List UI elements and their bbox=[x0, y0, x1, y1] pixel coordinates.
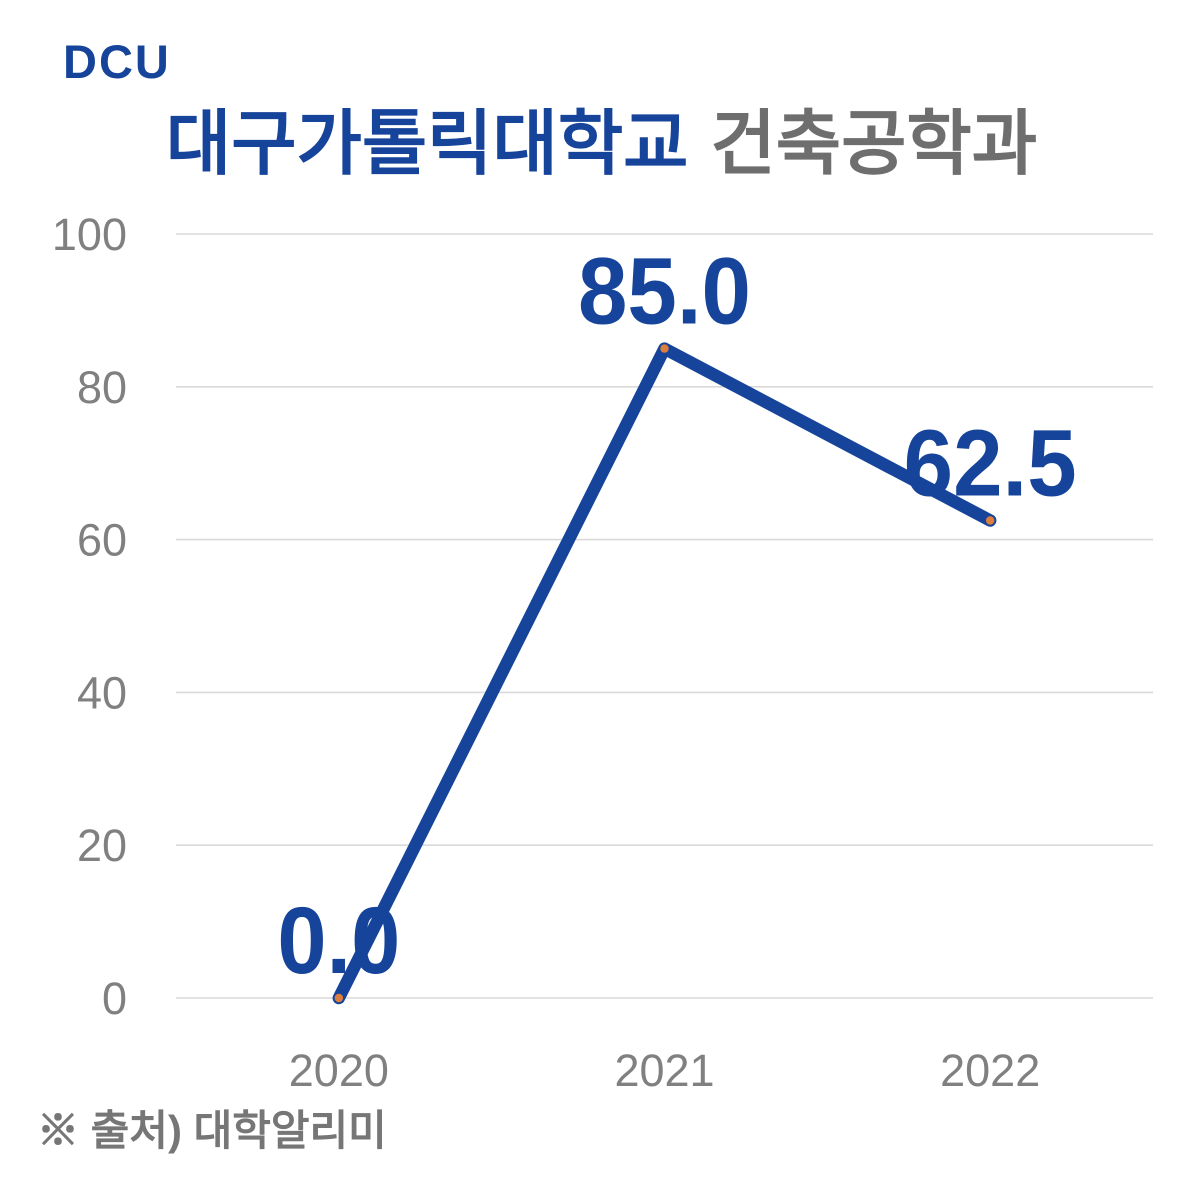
data-point-marker bbox=[985, 516, 995, 525]
y-tick-label: 80 bbox=[77, 362, 127, 413]
x-tick-label: 2020 bbox=[289, 1045, 389, 1096]
y-tick-label: 20 bbox=[77, 820, 127, 871]
chart-title-university: 대구가톨릭대학교 bbox=[165, 105, 689, 184]
y-tick-label: 40 bbox=[77, 667, 127, 718]
data-line bbox=[332, 342, 997, 1005]
y-tick-label: 100 bbox=[52, 209, 127, 260]
data-label: 62.5 bbox=[904, 411, 1077, 517]
data-point-marker bbox=[334, 993, 344, 1003]
x-tick-label: 2022 bbox=[940, 1045, 1040, 1096]
data-label: 0.0 bbox=[277, 888, 400, 994]
chart-title-department: 건축공학과 bbox=[710, 105, 1038, 184]
source-note: ※ 출처) 대학알리미 bbox=[37, 1107, 387, 1154]
dcu-logo: DCU bbox=[63, 35, 171, 88]
chart-title: 대구가톨릭대학교 건축공학과 bbox=[0, 103, 1203, 187]
y-tick-label: 60 bbox=[77, 515, 127, 566]
data-point-marker bbox=[660, 344, 669, 353]
data-label: 85.0 bbox=[578, 239, 751, 345]
x-tick-label: 2021 bbox=[614, 1045, 714, 1096]
y-tick-label: 0 bbox=[102, 973, 127, 1024]
